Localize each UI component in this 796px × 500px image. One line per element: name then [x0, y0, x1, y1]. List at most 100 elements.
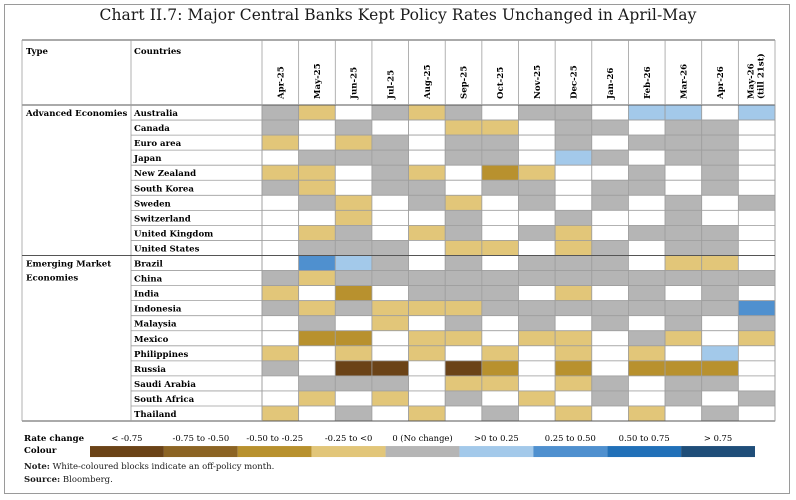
- country-label: China: [134, 275, 163, 285]
- heatmap-cell: [591, 285, 629, 302]
- heatmap-cell: [664, 255, 703, 271]
- heatmap-cell: [591, 375, 629, 392]
- heatmap-cell: [701, 134, 739, 151]
- heatmap-cell: [261, 330, 300, 347]
- group-type-label: Advanced Economies: [25, 109, 128, 119]
- heatmap-cell: [371, 285, 409, 302]
- legend-swatch: [533, 446, 608, 458]
- heatmap-cell: [444, 179, 483, 196]
- heatmap-cell: [481, 285, 519, 302]
- heatmap-cell: [554, 104, 593, 121]
- country-label: Switzerland: [134, 214, 191, 224]
- heatmap-cell: [481, 209, 519, 226]
- heatmap-cell: [444, 375, 483, 392]
- month-label: Mar-26: [679, 64, 689, 99]
- heatmap-cell: [481, 134, 519, 151]
- heatmap-cell: [261, 164, 300, 181]
- heatmap-cell: [664, 375, 703, 392]
- heatmap-cell: [664, 224, 703, 241]
- heatmap-cell: [701, 360, 739, 377]
- heatmap-cell: [444, 360, 483, 377]
- heatmap-cell: [371, 104, 409, 121]
- heatmap-cell: [737, 194, 776, 211]
- heatmap-cell: [737, 164, 776, 181]
- heatmap-cell: [554, 390, 593, 407]
- month-label: Dec-25: [569, 65, 579, 99]
- heatmap-cell: [444, 119, 483, 136]
- heatmap-cell: [261, 375, 300, 392]
- heatmap-cell: [737, 224, 776, 241]
- heatmap-cell: [261, 104, 300, 121]
- heatmap-cell: [261, 134, 300, 151]
- heatmap-cell: [444, 194, 483, 211]
- heatmap-cell: [554, 330, 593, 347]
- heatmap-cell: [298, 209, 336, 226]
- heatmap-cell: [261, 179, 300, 196]
- heatmap-cell: [481, 255, 519, 271]
- heatmap-cell: [554, 179, 593, 196]
- heatmap-cell: [371, 375, 409, 392]
- heatmap-cell: [408, 300, 446, 317]
- heatmap-cell: [261, 119, 300, 136]
- heatmap-cell: [591, 240, 629, 256]
- heatmap-cell: [261, 255, 300, 271]
- heatmap-cell: [298, 104, 336, 121]
- month-label: Aug-25: [423, 65, 433, 100]
- heatmap-cell: [261, 405, 300, 422]
- heatmap-cell: [371, 224, 409, 241]
- heatmap-cell: [701, 149, 739, 166]
- heatmap-cell: [334, 134, 373, 151]
- note-line: Note: White-coloured blocks indicate an …: [24, 462, 274, 472]
- heatmap-cell: [444, 285, 483, 302]
- country-label: India: [134, 290, 160, 300]
- heatmap-cell: [628, 300, 666, 317]
- heatmap-cell: [737, 330, 776, 347]
- heatmap-cell: [408, 285, 446, 302]
- country-label: Brazil: [134, 260, 164, 270]
- heatmap-cell: [628, 360, 666, 377]
- heatmap-cell: [444, 104, 483, 121]
- heatmap-cell: [701, 315, 739, 332]
- heatmap-cell: [554, 224, 593, 241]
- heatmap-cell: [408, 390, 446, 407]
- heatmap-cell: [481, 149, 519, 166]
- heatmap-cell: [554, 134, 593, 151]
- heatmap-cell: [334, 179, 373, 196]
- heatmap-cell: [591, 315, 629, 332]
- heatmap-cell: [261, 194, 300, 211]
- heatmap-cell: [664, 164, 703, 181]
- heatmap-cell: [664, 285, 703, 302]
- heatmap-cell: [628, 149, 666, 166]
- heatmap-cell: [444, 300, 483, 317]
- heatmap-cell: [701, 119, 739, 136]
- heatmap-cell: [334, 104, 373, 121]
- heatmap-cell: [628, 179, 666, 196]
- heatmap-cell: [261, 315, 300, 332]
- heatmap-cell: [591, 104, 629, 121]
- heatmap-cell: [371, 240, 409, 256]
- heatmap-cell: [737, 360, 776, 377]
- heatmap-cell: [481, 270, 519, 286]
- heatmap-cell: [554, 285, 593, 302]
- group-type-label: Economies: [26, 274, 78, 284]
- heatmap-cell: [408, 375, 446, 392]
- heatmap-cell: [408, 164, 446, 181]
- note-label: Note:: [24, 462, 50, 472]
- heatmap-cell: [408, 240, 446, 256]
- heatmap-cell: [664, 345, 703, 362]
- heatmap-cell: [518, 360, 556, 377]
- heatmap-cell: [334, 345, 373, 362]
- heatmap-cell: [481, 330, 519, 347]
- heatmap-cell: [444, 315, 483, 332]
- heatmap-cell: [334, 315, 373, 332]
- heatmap-cell: [298, 255, 336, 271]
- heatmap-cell: [701, 270, 739, 286]
- heatmap-cell: [481, 240, 519, 256]
- heatmap-cell: [371, 149, 409, 166]
- heatmap-cell: [371, 330, 409, 347]
- heatmap-cell: [664, 194, 703, 211]
- heatmap-cell: [298, 240, 336, 256]
- heatmap-cell: [737, 405, 776, 422]
- month-label: Feb-26: [643, 66, 653, 99]
- heatmap-cell: [737, 270, 776, 286]
